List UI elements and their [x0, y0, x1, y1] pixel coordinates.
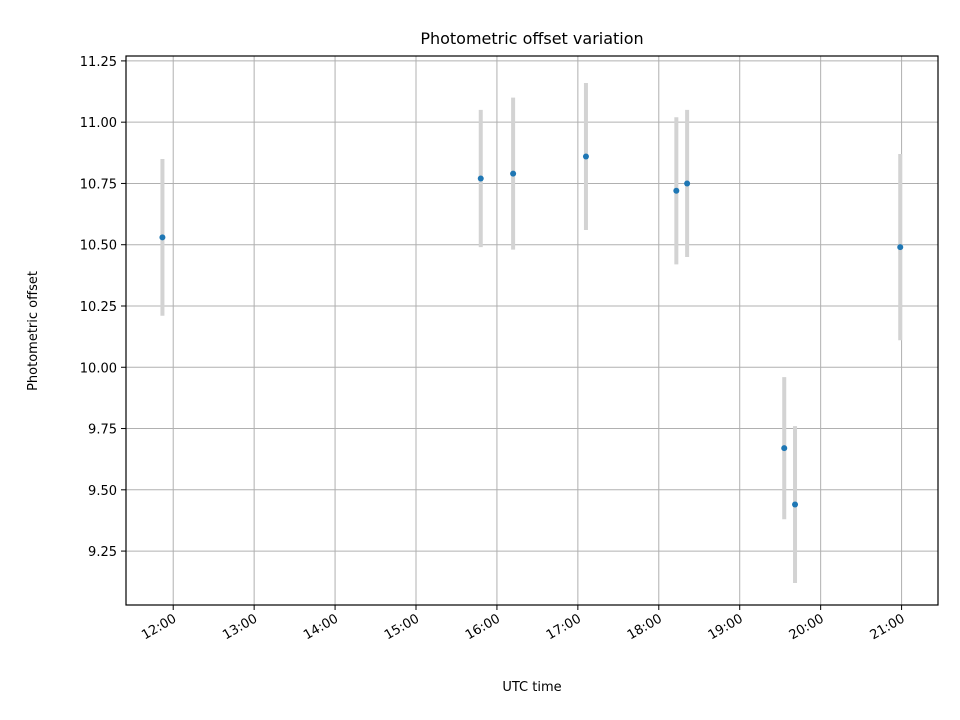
y-axis-ticks: 9.25 9.50 9.75 10.00 10.25 10.50 10.75 11.00 11.…: [80, 55, 126, 560]
y-tick-label: 9.75: [88, 423, 117, 438]
data-point: [792, 501, 799, 508]
chart-title: Photometric offset variation: [420, 29, 643, 48]
y-axis-label: Photometric offset: [26, 271, 41, 391]
y-tick-label: 11.00: [80, 116, 117, 131]
grid: [126, 56, 938, 605]
data-point: [582, 153, 589, 160]
data-point: [897, 244, 904, 251]
data-point: [510, 170, 517, 177]
data-point: [684, 180, 691, 187]
x-axis-label: UTC time: [502, 680, 561, 695]
y-tick-label: 11.25: [80, 55, 117, 70]
data-point: [673, 187, 680, 194]
y-tick-label: 10.00: [80, 361, 117, 376]
plot-area-frame: [125, 55, 939, 606]
y-tick-label: 10.50: [80, 239, 117, 254]
data-points: [159, 153, 904, 508]
y-tick-label: 10.25: [80, 300, 117, 315]
y-tick-label: 9.50: [88, 484, 117, 499]
data-point: [159, 234, 166, 241]
y-tick-label: 10.75: [80, 177, 117, 192]
data-point: [477, 175, 484, 182]
y-tick-label: 9.25: [88, 545, 117, 560]
data-point: [781, 445, 788, 452]
